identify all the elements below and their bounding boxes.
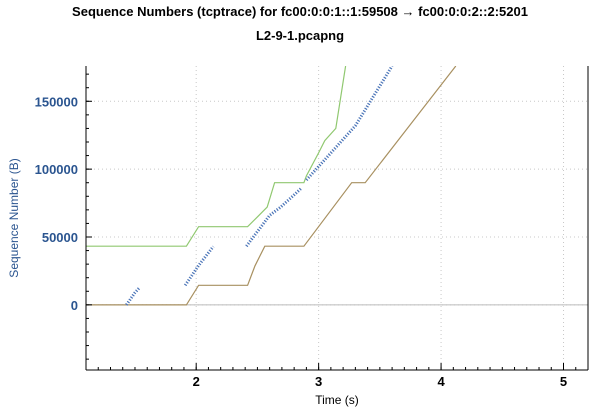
chart-title: Sequence Numbers (tcptrace) for fc00:0:0… (72, 4, 528, 19)
series-segment-0 (125, 286, 142, 306)
y-tick-label: 100000 (35, 162, 78, 177)
x-tick-label: 4 (437, 374, 445, 389)
chart-subtitle: L2-9-1.pcapng (256, 28, 344, 43)
y-axis-label: Sequence Number (B) (7, 158, 21, 277)
y-tick-label: 0 (71, 298, 78, 313)
x-tick-label: 2 (193, 374, 200, 389)
x-axis-label: Time (s) (315, 393, 359, 407)
series-line-1 (86, 66, 347, 247)
series-layer (86, 66, 457, 306)
y-axis-ticks: 0 50000 100000 150000 (35, 73, 92, 360)
x-tick-label: 3 (315, 374, 322, 389)
y-tick-label: 50000 (42, 230, 78, 245)
y-tick-label: 150000 (35, 94, 78, 109)
plot-area (86, 66, 588, 370)
x-axis-ticks: 2 3 4 5 (85, 363, 589, 389)
grid-lines (86, 66, 588, 370)
series-segment-1 (183, 245, 215, 287)
series-segment-2 (245, 186, 303, 248)
series-line-0 (86, 66, 457, 306)
x-tick-label: 5 (560, 374, 567, 389)
